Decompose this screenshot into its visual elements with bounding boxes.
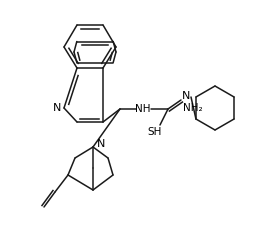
Text: NH: NH	[135, 104, 151, 114]
Text: NH₂: NH₂	[183, 103, 203, 113]
Text: N: N	[53, 103, 61, 113]
Text: N: N	[97, 139, 105, 149]
Text: N: N	[182, 91, 190, 101]
Text: SH: SH	[148, 127, 162, 137]
